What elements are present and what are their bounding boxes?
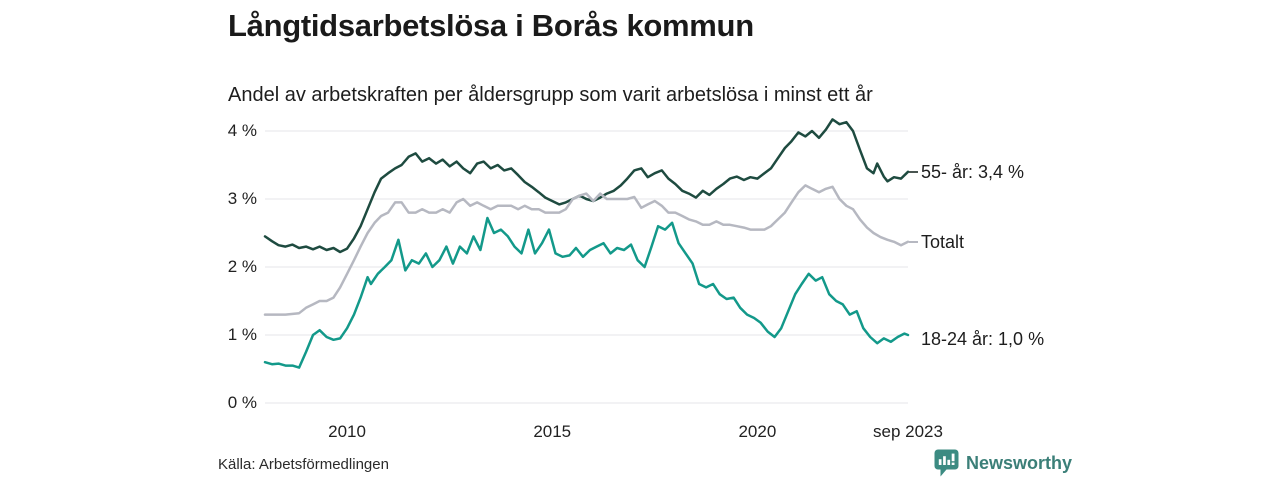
y-axis: 0 % 1 % 2 % 3 % 4 % <box>200 0 257 430</box>
line-55-ar <box>263 118 910 254</box>
page-title: Långtidsarbetslösa i Borås kommun <box>228 8 754 43</box>
line-18-24-ar <box>263 216 910 369</box>
series-label-text: Totalt <box>921 232 965 252</box>
page-subtitle: Andel av arbetskraften per åldersgrupp s… <box>228 84 873 106</box>
y-axis-tick: 0 % <box>227 393 257 412</box>
y-axis-tick: 4 % <box>227 121 257 140</box>
label-dash-icon <box>909 171 918 173</box>
x-axis: 2010 2015 2020 sep 2023 <box>0 421 1280 445</box>
x-axis-tick: 2020 <box>738 422 777 441</box>
newsworthy-logo-icon <box>934 449 959 477</box>
line-totalt <box>263 184 910 316</box>
x-axis-tick: 2015 <box>533 422 572 441</box>
x-axis-tick: 2010 <box>328 422 366 441</box>
y-axis-tick: 1 % <box>227 325 257 344</box>
x-axis-tick: sep 2023 <box>873 422 943 441</box>
newsworthy-brand-text: Newsworthy <box>966 452 1073 473</box>
y-axis-tick: 2 % <box>227 257 257 276</box>
series-label-18-24-ar: 18-24 år: 1,0 % <box>921 328 1044 350</box>
label-dash-icon <box>909 241 918 243</box>
source-note: Källa: Arbetsförmedlingen <box>218 456 389 473</box>
y-axis-tick: 3 % <box>227 189 257 208</box>
series-label-text: 18-24 år: 1,0 % <box>921 329 1045 349</box>
series-label-text: 55- år: 3,4 % <box>921 162 1025 182</box>
series-label-totalt: Totalt <box>909 231 964 253</box>
series-label-55-ar: 55- år: 3,4 % <box>909 161 1024 183</box>
newsworthy-brand: Newsworthy <box>934 449 1072 477</box>
